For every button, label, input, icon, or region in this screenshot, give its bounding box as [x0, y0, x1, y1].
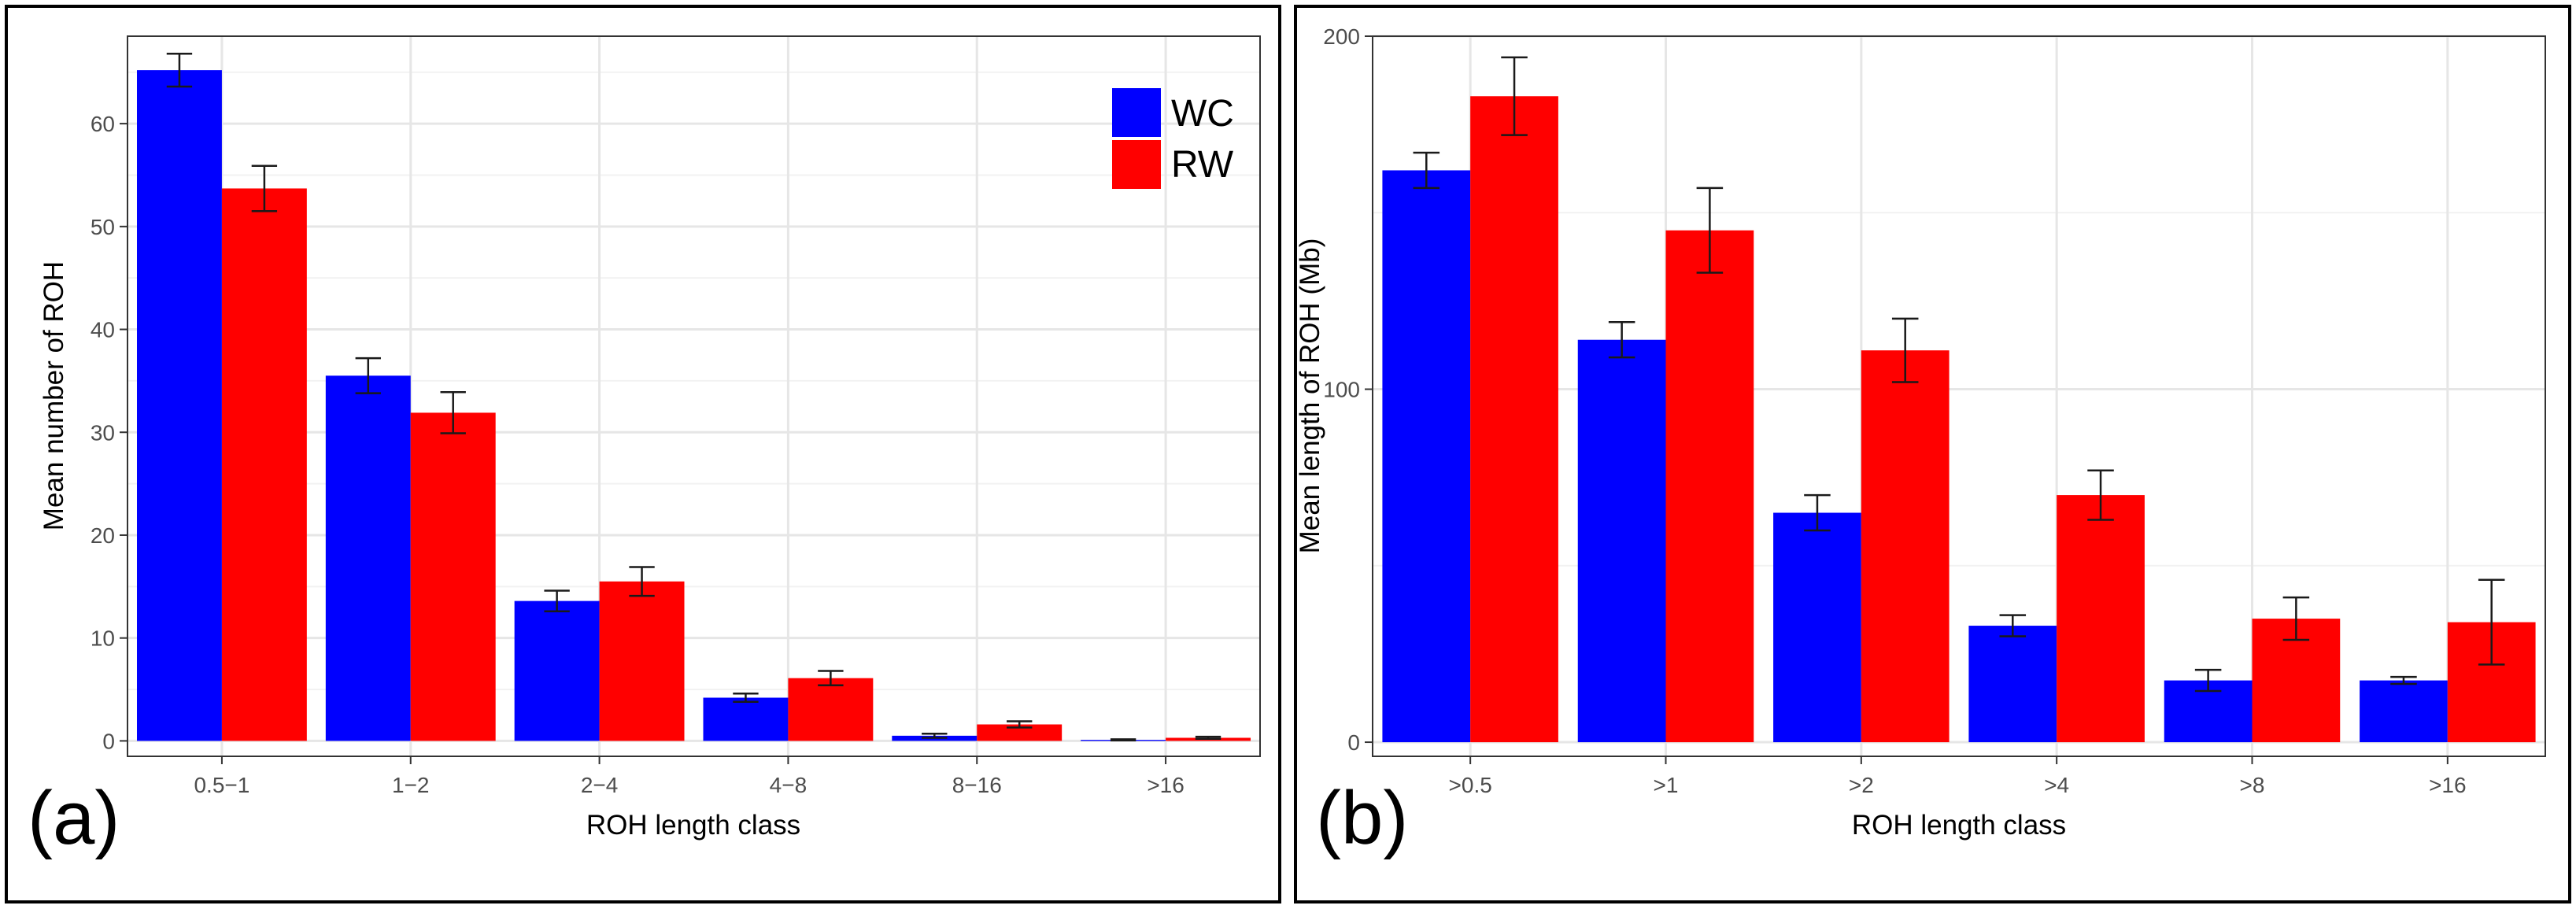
panel-b-label: (b) — [1316, 776, 1408, 860]
panel-b-error-bar-rw-5 — [2478, 578, 2505, 666]
panel-b-bar-wc-0 — [1382, 170, 1471, 743]
panel-b-error-bar-rw-1 — [1696, 187, 1724, 274]
panel-a-error-bar-rw-2 — [629, 566, 655, 597]
panel-a-gridlines — [128, 36, 1260, 756]
panel-b-error-bar-rw-4 — [2282, 596, 2310, 641]
panel-a-error-bar-wc-1 — [355, 357, 381, 394]
panel-a: 0 10 20 30 40 50 60 0.5−1 1−2 2−4 4−8 8−16 >16 ROH l… — [5, 5, 1281, 903]
panel-b-x-tick-label: >4 — [2044, 773, 2069, 797]
panel-a-y-tick-label: 10 — [91, 626, 115, 651]
panel-a-x-tick-label: 1−2 — [392, 773, 430, 797]
panel-b-error-bar-wc-5 — [2390, 675, 2417, 685]
panel-b-bar-rw-0 — [1470, 96, 1558, 743]
panel-b-y-tick-label: 0 — [1347, 730, 1360, 755]
legend-swatch-rw — [1112, 140, 1161, 189]
panel-a-error-bar-rw-1 — [440, 391, 466, 434]
panel-b-axes: 0 100 200 >0.5 >1 >2 >4 >8 >16 — [1323, 24, 2466, 797]
panel-b-x-tick-label: >16 — [2429, 773, 2467, 797]
panel-a-y-axis-title: Mean number of ROH — [39, 261, 69, 530]
panel-b-bar-wc-1 — [1577, 339, 1666, 743]
panel-a-bar-wc-2 — [514, 600, 600, 741]
panel-b-error-bar-rw-3 — [2087, 469, 2114, 521]
panel-a-plot-border — [127, 35, 1261, 757]
panel-a-label: (a) — [28, 776, 120, 860]
panel-a-axes: 0 10 20 30 40 50 60 0.5−1 1−2 2−4 4−8 8−16 >16 — [91, 112, 1185, 797]
panel-b-error-bar-wc-2 — [1804, 493, 1831, 532]
panel-b-bar-rw-2 — [1861, 350, 1950, 743]
panel-b-error-bar-wc-0 — [1413, 151, 1440, 190]
panel-a-x-tick-label: 2−4 — [581, 773, 619, 797]
panel-a-error-bar-wc-3 — [733, 693, 759, 703]
panel-b-plot-border — [1372, 35, 2546, 757]
panel-b-x-axis-title: ROH length class — [1852, 810, 2066, 841]
panel-b-y-tick-label: 200 — [1323, 24, 1360, 49]
panel-a-bar-rw-4 — [977, 724, 1063, 741]
panel-b-x-tick-label: >8 — [2240, 773, 2265, 797]
panel-a-bar-rw-2 — [599, 581, 685, 741]
legend: WC RW — [1112, 88, 1234, 189]
panel-b-bar-rw-3 — [2057, 495, 2145, 743]
panel-b-bar-wc-3 — [1968, 626, 2057, 743]
panel-a-x-tick-label: >16 — [1147, 773, 1185, 797]
panel-a-bar-wc-1 — [325, 375, 411, 741]
panel-a-y-tick-label: 50 — [91, 215, 115, 239]
panel-b-error-bars — [1413, 56, 2505, 693]
legend-label-wc: WC — [1171, 93, 1234, 135]
panel-b-x-tick-label: >1 — [1654, 773, 1679, 797]
legend-swatch-wc — [1112, 88, 1161, 137]
panel-a-y-tick-label: 0 — [102, 729, 115, 753]
panel-a-error-bar-rw-4 — [1007, 720, 1033, 729]
panel-b-error-bar-wc-3 — [1999, 614, 2027, 637]
panel-b-error-bar-rw-2 — [1891, 317, 1919, 383]
panel-a-x-tick-label: 8−16 — [952, 773, 1002, 797]
panel-a-y-tick-label: 60 — [91, 112, 115, 136]
panel-b-frame — [1294, 5, 2571, 903]
panel-a-x-tick-label: 0.5−1 — [194, 773, 249, 797]
panel-a-bar-wc-3 — [703, 697, 789, 741]
panel-b-error-bar-rw-0 — [1501, 56, 1528, 136]
panel-a-error-bar-rw-3 — [818, 670, 844, 687]
panel-a-error-bar-wc-4 — [922, 732, 948, 739]
panel-a-y-tick-label: 30 — [91, 420, 115, 445]
panel-a-error-bar-rw-0 — [251, 164, 278, 212]
panel-a-x-tick-label: 4−8 — [770, 773, 808, 797]
panel-b-bar-rw-1 — [1665, 230, 1754, 743]
panel-b-y-axis-title: Mean length of ROH (Mb) — [1295, 238, 1325, 554]
panel-b-error-bar-wc-1 — [1608, 321, 1635, 359]
panel-b-bar-wc-5 — [2360, 680, 2448, 743]
panel-b-x-tick-label: >2 — [1849, 773, 1874, 797]
panel-a-bar-wc-0 — [136, 70, 222, 741]
panel-b-error-bar-wc-4 — [2194, 668, 2222, 693]
panel-a-error-bar-wc-5 — [1110, 738, 1136, 741]
panel-a-bar-rw-1 — [410, 412, 496, 741]
panel-a-frame — [5, 5, 1281, 903]
panel-a-bar-rw-0 — [221, 188, 307, 741]
panel-a-y-tick-label: 20 — [91, 523, 115, 548]
panel-a-x-axis-title: ROH length class — [586, 810, 800, 841]
panel-a-error-bar-wc-0 — [166, 52, 193, 88]
panel-b-bar-wc-2 — [1773, 512, 1861, 743]
panel-a-bar-rw-3 — [788, 678, 874, 741]
panel-a-error-bar-wc-2 — [544, 589, 570, 612]
panel-b-bars — [1382, 96, 2536, 743]
panel-a-error-bar-rw-5 — [1195, 735, 1221, 741]
panel-a-bars — [136, 70, 1251, 741]
panel-a-error-bars — [166, 52, 1221, 741]
panel-b-x-tick-label: >0.5 — [1449, 773, 1492, 797]
legend-label-rw: RW — [1171, 144, 1234, 186]
panel-a-y-tick-label: 40 — [91, 318, 115, 342]
panel-b-y-tick-label: 100 — [1323, 378, 1360, 402]
